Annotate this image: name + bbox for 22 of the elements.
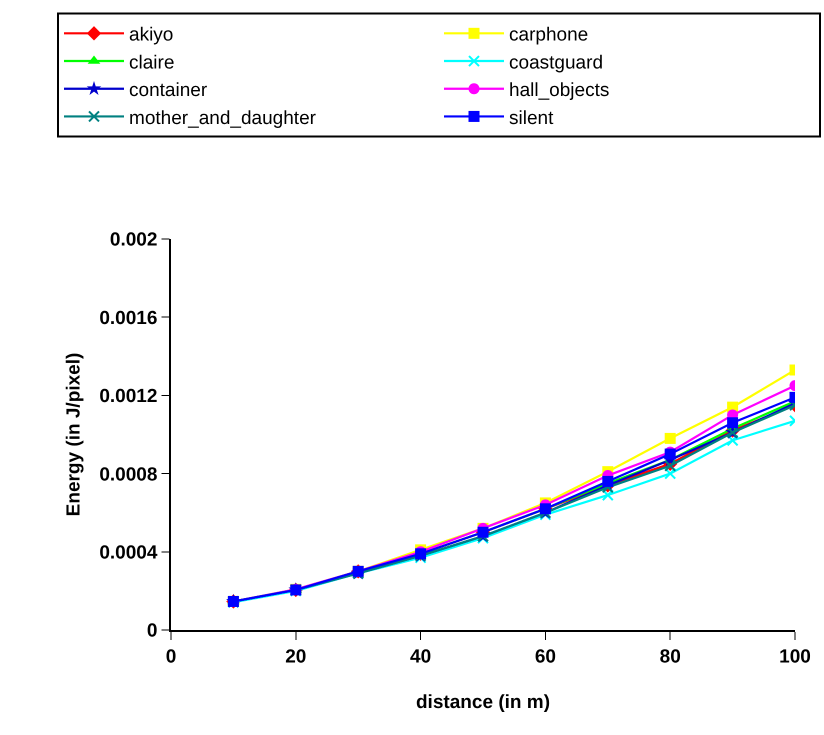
legend-label: carphone [509, 24, 588, 46]
y-tick-label: 0.002 [110, 230, 158, 251]
y-tick-label: 0.0004 [99, 542, 158, 564]
x-tick-label: 40 [410, 646, 432, 668]
legend-label: mother_and_daughter [129, 108, 317, 129]
x-tick-label: 20 [285, 646, 306, 668]
legend-label: akiyo [129, 24, 174, 46]
x-axis-title: distance (in m) [416, 692, 550, 713]
y-axis-title: Energy (in J/pixel) [64, 352, 85, 516]
legend-label: claire [129, 52, 174, 74]
x-tick-label: 100 [779, 646, 811, 668]
x-tick-label: 0 [166, 646, 176, 668]
y-tick-label: 0.0008 [99, 464, 158, 486]
legend-label: hall_objects [509, 80, 610, 102]
legend-label: coastguard [509, 52, 604, 74]
y-tick-label: 0.0016 [99, 308, 158, 329]
y-tick-label: 0 [146, 620, 158, 642]
y-tick-label: 0.0012 [99, 386, 158, 408]
x-tick-label: 80 [660, 646, 681, 668]
legend-label: container [129, 80, 208, 102]
legend-label: silent [509, 108, 554, 129]
x-tick-label: 60 [534, 646, 556, 668]
